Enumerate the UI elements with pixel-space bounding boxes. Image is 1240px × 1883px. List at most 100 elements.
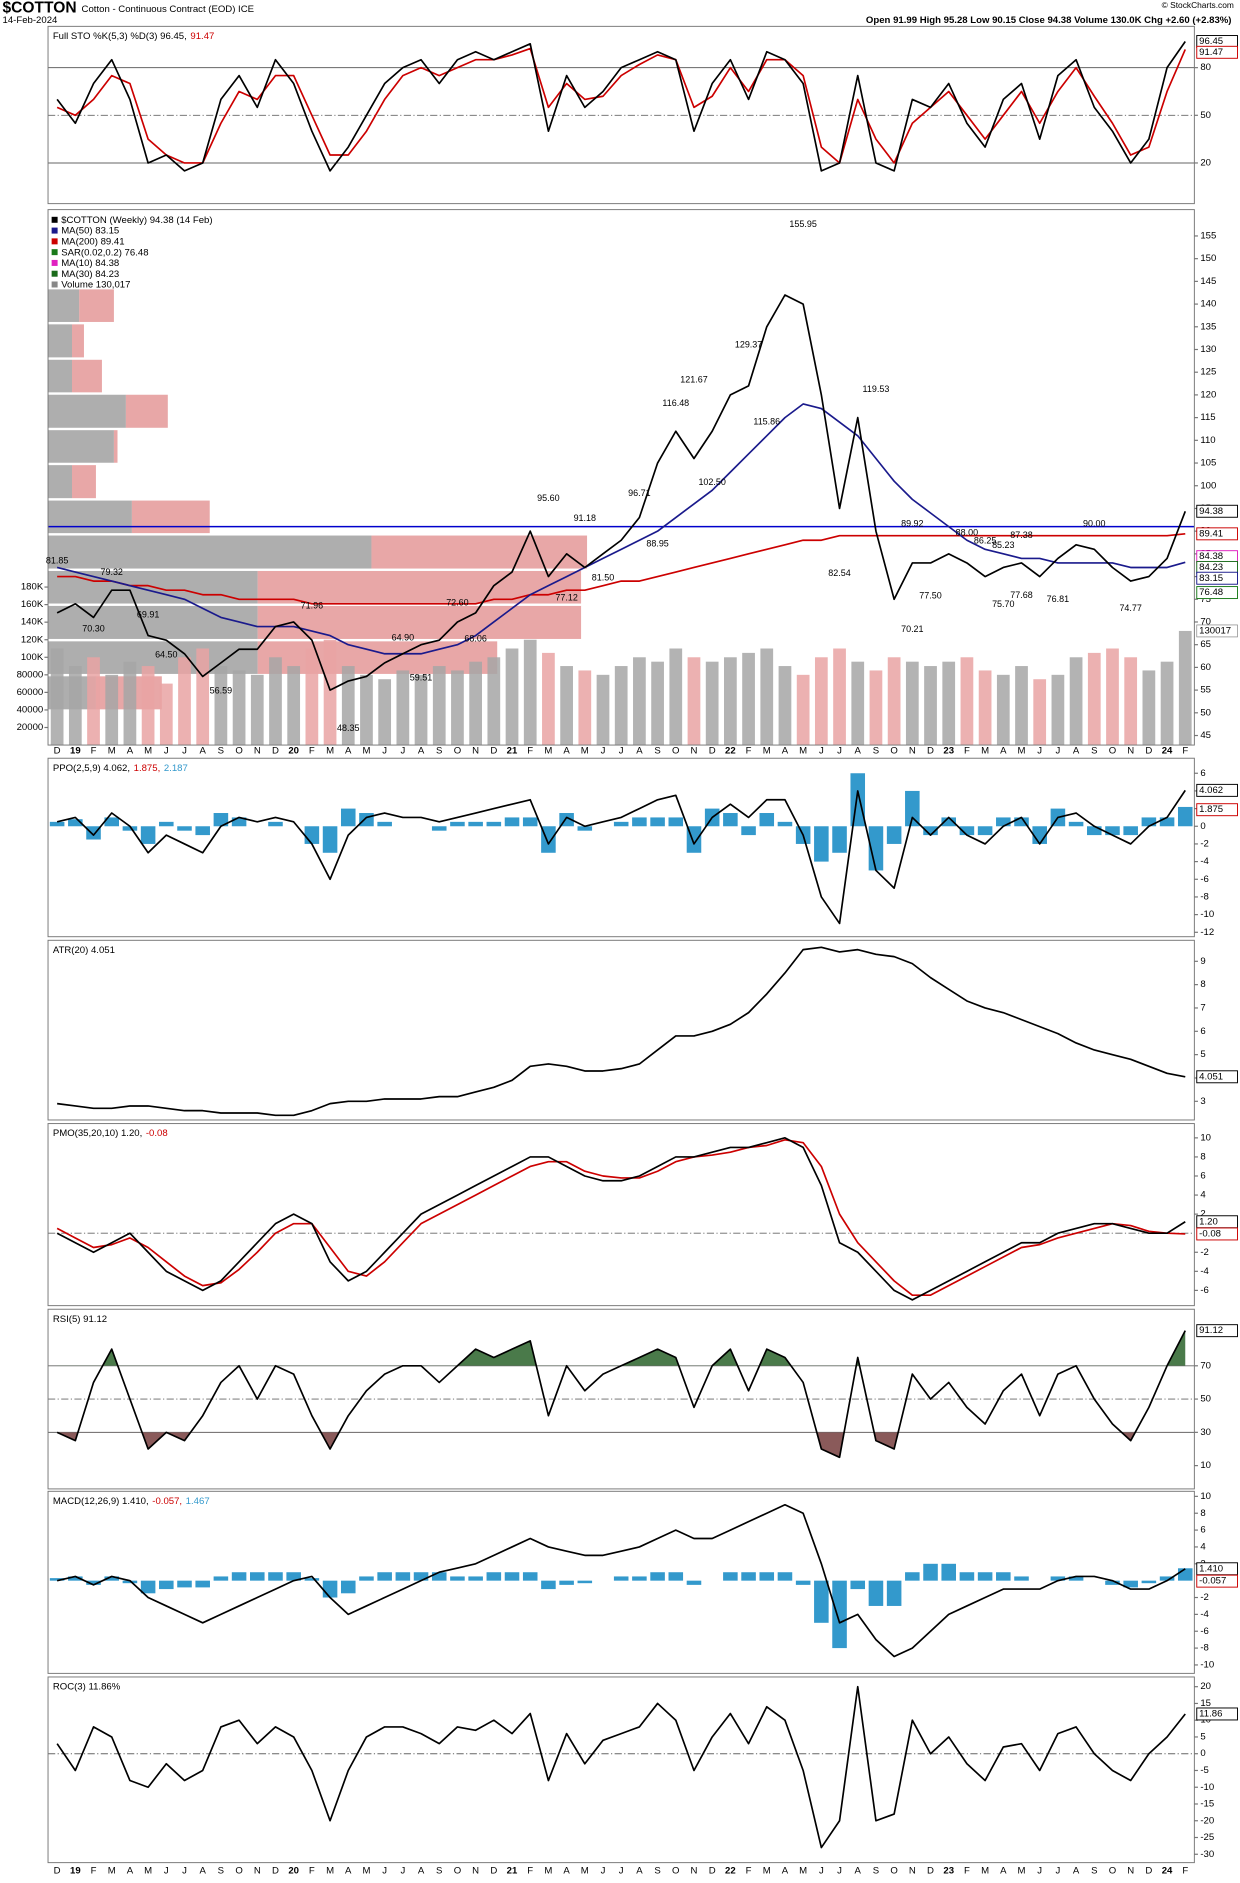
x-tick-label: M	[326, 746, 334, 757]
y-tick-label: 45	[1200, 730, 1211, 741]
price-annotation: 82.54	[828, 568, 850, 578]
histogram-bar	[140, 826, 156, 844]
histogram-bar	[814, 826, 829, 862]
series-line	[57, 532, 1186, 605]
histogram-bar	[905, 1572, 920, 1581]
x-tick-label: S	[1091, 1866, 1097, 1877]
value-tag-box	[1196, 1227, 1238, 1241]
histogram-bar	[177, 1580, 192, 1588]
x-tick-label: S	[654, 746, 660, 757]
histogram-bar	[868, 1580, 884, 1606]
panel-label: Full STO %K(5,3) %D(3) 96.45, 91.47	[53, 30, 215, 41]
price-annotation: 88.00	[956, 527, 978, 537]
x-tick-label: 21	[507, 1866, 518, 1877]
histogram-bar	[140, 1580, 156, 1594]
y-tick-label: -5	[1200, 1765, 1209, 1776]
volume-tick-label: 180K	[21, 582, 44, 593]
x-tick-label: O	[672, 1866, 679, 1877]
x-tick-label: A	[782, 746, 789, 757]
panel-frame	[47, 757, 1195, 938]
legend-entry: SAR(0.02,0.2) 76.48	[61, 247, 148, 258]
y-tick-label: 0	[1200, 821, 1205, 832]
y-tick-label: 3	[1200, 1096, 1205, 1107]
y-tick-label: -30	[1200, 1849, 1214, 1860]
volume-bar	[924, 666, 937, 746]
panel-label: ROC(3) 11.86%	[53, 1681, 121, 1692]
histogram-bar	[322, 826, 338, 853]
volume-bar	[833, 648, 846, 746]
x-tick-label: A	[1073, 1866, 1080, 1877]
x-tick-label: A	[127, 746, 134, 757]
x-tick-label: S	[436, 746, 442, 757]
x-tick-label: S	[218, 1866, 224, 1877]
value-tag: 4.062	[1199, 785, 1223, 796]
y-tick-label: 60	[1200, 662, 1211, 673]
x-tick-label: D	[1145, 746, 1152, 757]
volume-bar	[1033, 679, 1047, 746]
volume-bar	[578, 670, 592, 746]
histogram-bar	[977, 826, 993, 836]
histogram-bar	[49, 821, 65, 827]
price-annotation: 129.37	[735, 340, 762, 350]
x-tick-label: O	[454, 746, 461, 757]
volume-by-price-down	[71, 324, 84, 358]
y-tick-label: 75	[1200, 594, 1211, 605]
price-annotation: 70.21	[901, 624, 923, 634]
price-annotation: 87.38	[1010, 530, 1032, 540]
y-tick-label: 10	[1200, 1491, 1211, 1502]
panel-label-part: ATR(20) 4.051	[53, 944, 115, 955]
x-tick-label: J	[819, 746, 824, 757]
panel-label: MACD(12,26,9) 1.410, -0.057, 1.467	[53, 1495, 210, 1506]
volume-by-price-down	[257, 605, 582, 639]
legend-swatch	[51, 227, 58, 234]
histogram-bar	[86, 1580, 101, 1585]
value-tag: 1.20	[1199, 1216, 1218, 1227]
x-tick-label: J	[837, 746, 842, 757]
volume-tick-label: 100K	[21, 652, 44, 663]
volume-bar	[159, 683, 173, 746]
y-tick-label: 105	[1200, 458, 1216, 469]
histogram-bar	[795, 1580, 811, 1585]
price-annotation: 77.50	[919, 591, 941, 601]
x-tick-label: F	[746, 1866, 752, 1877]
series-line	[56, 294, 1187, 691]
x-tick-label: S	[436, 1866, 442, 1877]
x-tick-label: J	[837, 1866, 842, 1877]
volume-bar	[378, 679, 392, 746]
plot-area	[49, 1503, 1193, 1658]
volume-bar	[469, 661, 483, 746]
y-tick-label: -10	[1200, 1782, 1214, 1793]
histogram-bar	[213, 813, 229, 827]
x-tick-label: D	[54, 746, 61, 757]
volume-bar	[87, 657, 100, 746]
x-tick-label: M	[581, 1866, 589, 1877]
value-tag: 94.38	[1199, 506, 1223, 517]
histogram-bar	[632, 1576, 647, 1581]
histogram-bar	[250, 1572, 265, 1581]
histogram-bar	[723, 1572, 738, 1581]
x-tick-label: D	[709, 746, 716, 757]
price-annotation: 155.95	[789, 219, 816, 229]
volume-bar	[414, 674, 428, 746]
histogram-bar	[905, 790, 920, 827]
y-tick-label: 2	[1200, 1209, 1205, 1220]
y-tick-label: -6	[1200, 1626, 1209, 1637]
histogram-bar	[1123, 1580, 1138, 1588]
x-tick-label: A	[200, 746, 207, 757]
x-tick-label: A	[418, 1866, 425, 1877]
x-tick-label: D	[272, 746, 279, 757]
volume-bar	[1015, 666, 1028, 746]
volume-by-price-up	[48, 535, 372, 569]
histogram-bar	[1087, 826, 1102, 836]
volume-bar	[887, 657, 901, 746]
panel-label-part: -0.08	[146, 1128, 168, 1139]
volume-bar	[705, 661, 719, 746]
volume-bar	[814, 657, 828, 746]
price-annotation: 64.50	[155, 650, 177, 660]
x-tick-label: J	[400, 1866, 405, 1877]
histogram-bar	[1050, 1576, 1066, 1581]
y-tick-label: 4	[1200, 1190, 1206, 1201]
x-tick-label: S	[873, 1866, 879, 1877]
volume-by-price-up	[48, 605, 258, 639]
